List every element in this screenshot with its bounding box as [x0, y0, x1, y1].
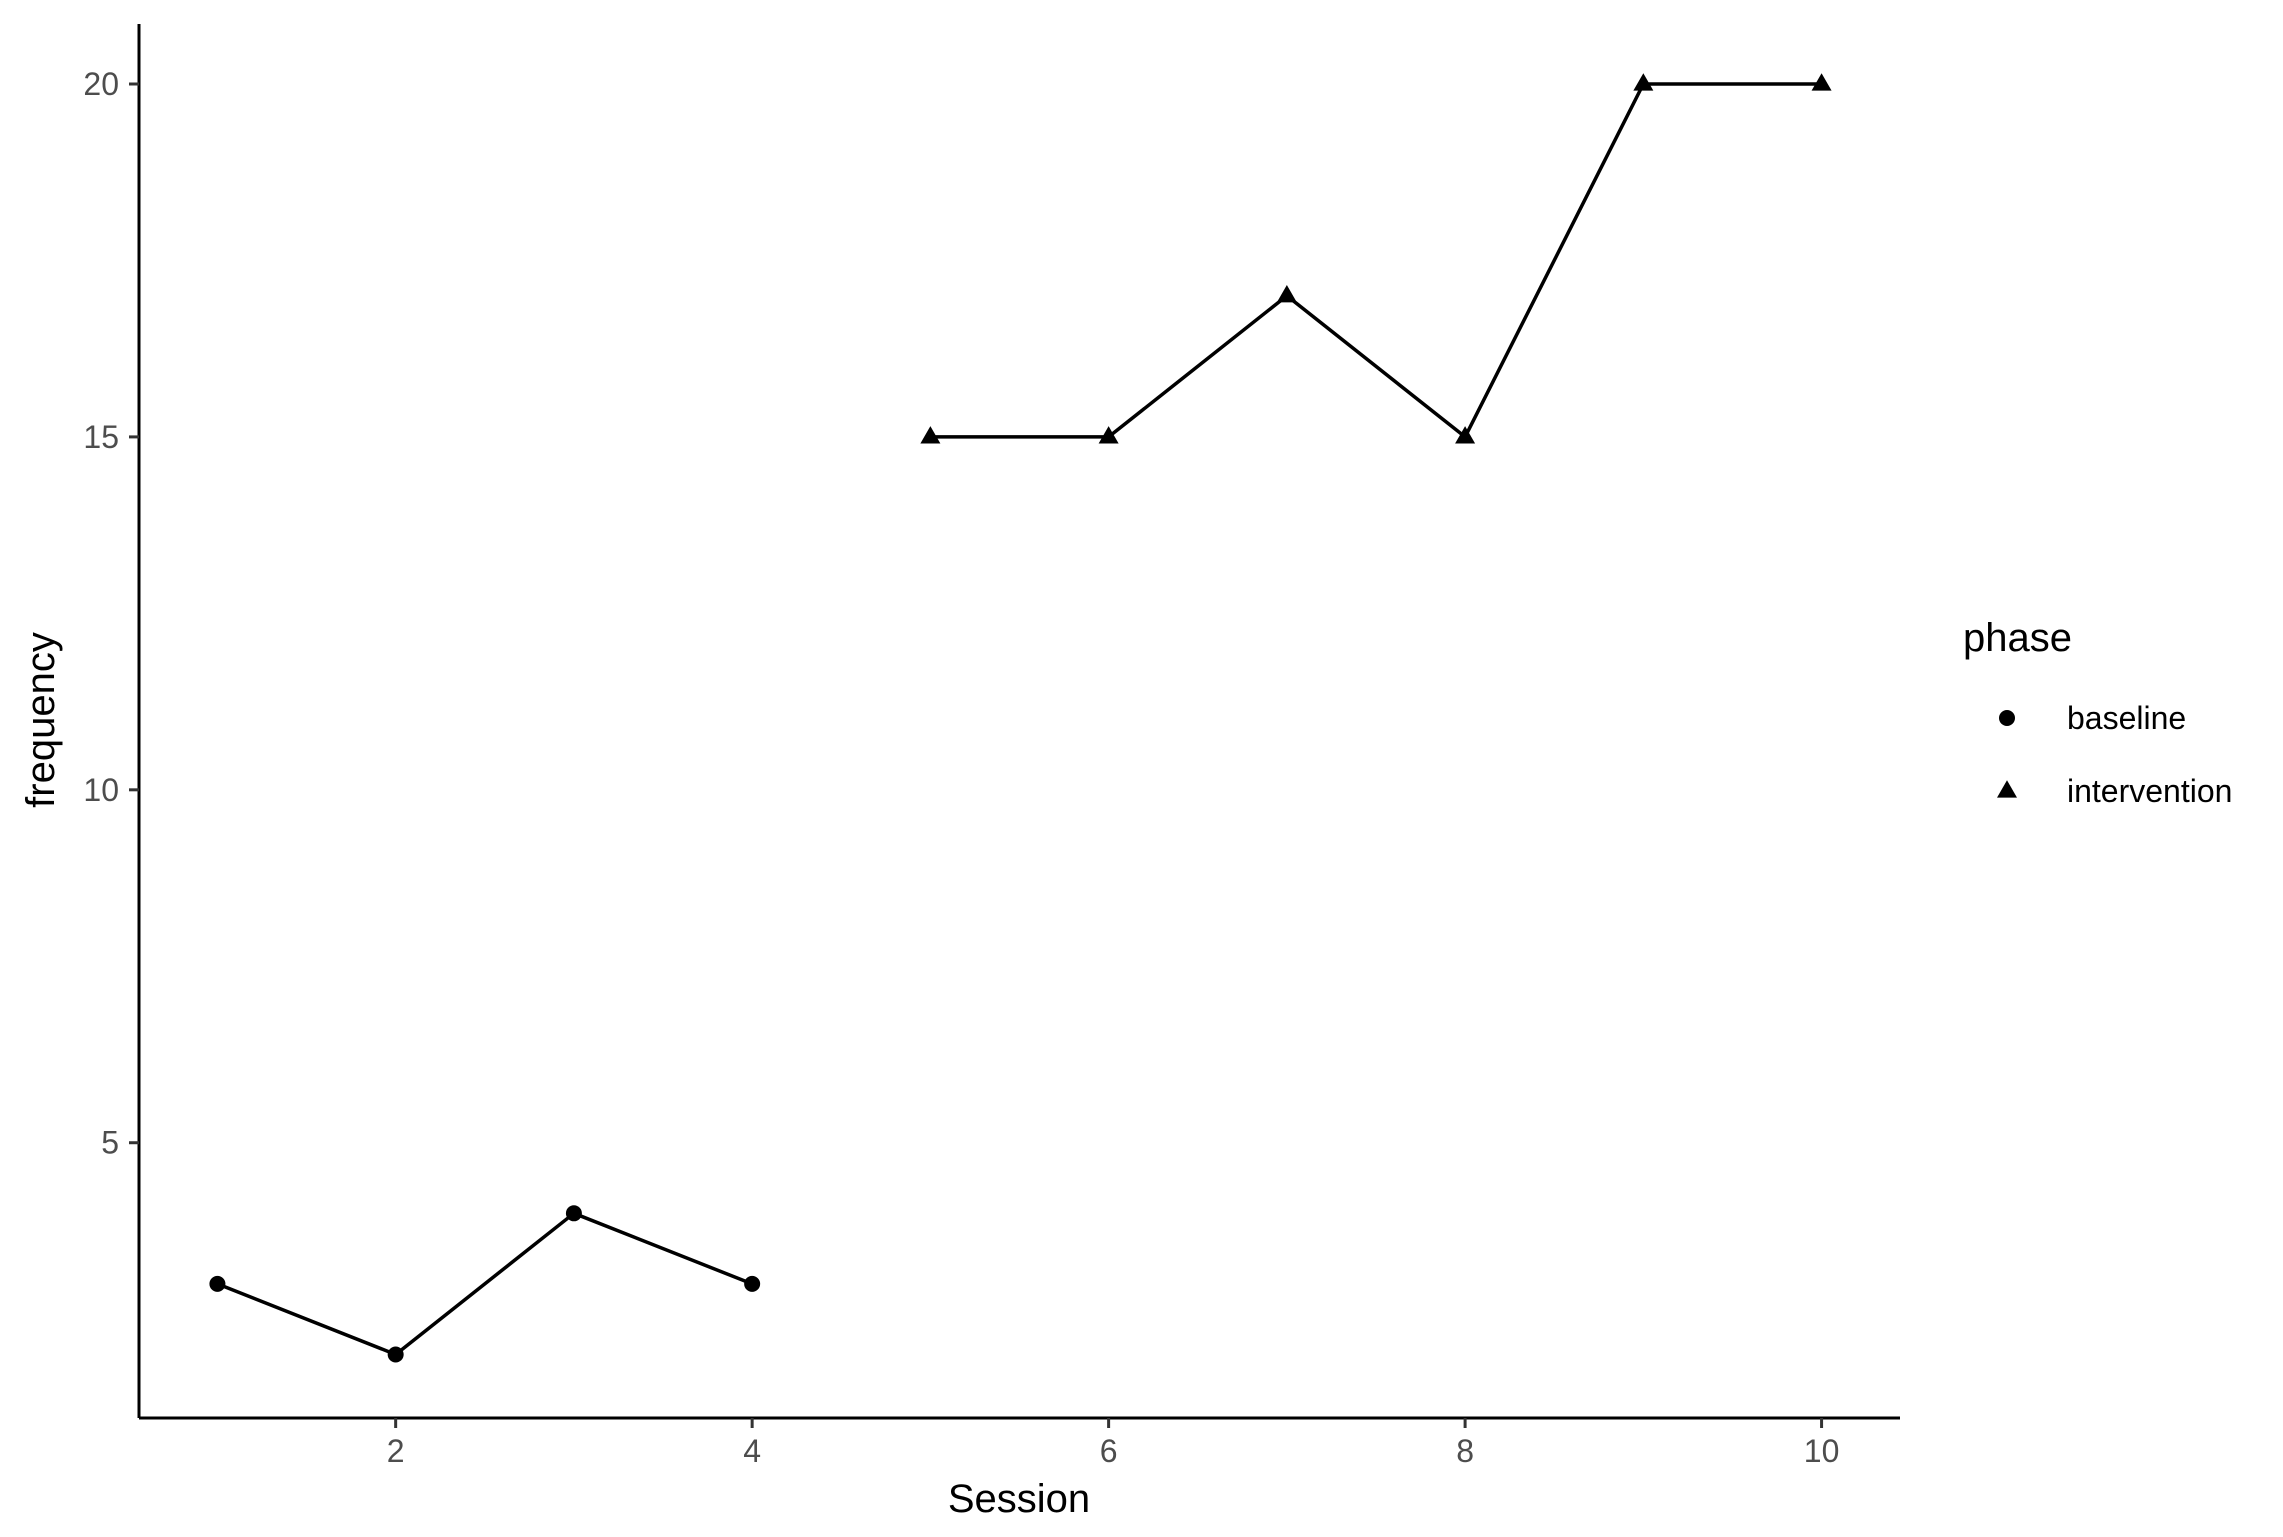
legend-key-triangle — [1997, 780, 2017, 798]
data-point-intervention — [1633, 73, 1654, 91]
legend-label: baseline — [2067, 700, 2186, 736]
legend-entry-baseline: baseline — [1999, 700, 2186, 736]
data-point-baseline — [744, 1275, 761, 1292]
series-baseline — [209, 1205, 761, 1363]
legend: phase baseline intervention — [1963, 616, 2232, 809]
x-tick-label: 8 — [1456, 1433, 1474, 1469]
data-point-intervention — [1276, 285, 1297, 303]
y-tick-label: 5 — [101, 1125, 119, 1161]
x-tick-label: 4 — [743, 1433, 761, 1469]
series-line-baseline — [216, 1211, 753, 1357]
legend-key-circle — [1999, 710, 2015, 726]
data-point-baseline — [209, 1275, 226, 1292]
x-tick-label: 6 — [1100, 1433, 1118, 1469]
y-axis-title: frequency — [19, 632, 63, 808]
data-point-baseline — [565, 1205, 582, 1222]
data-point-intervention — [1811, 73, 1832, 91]
y-tick-label: 10 — [83, 772, 119, 808]
legend-label: intervention — [2067, 773, 2232, 809]
x-tick-label: 10 — [1804, 1433, 1840, 1469]
data-point-intervention — [1098, 426, 1119, 444]
legend-entry-intervention: intervention — [1997, 773, 2232, 809]
series-intervention — [920, 73, 1832, 444]
legend-title: phase — [1963, 616, 2072, 660]
x-axis-ticks: 2 4 6 8 10 — [387, 1418, 1840, 1469]
plot-area — [209, 73, 1832, 1363]
data-point-intervention — [920, 426, 941, 444]
series-line-intervention — [930, 82, 1822, 439]
y-tick-label: 15 — [83, 419, 119, 455]
data-point-intervention — [1455, 426, 1476, 444]
x-axis-title: Session — [948, 1477, 1090, 1521]
x-tick-label: 2 — [387, 1433, 405, 1469]
legend-entries: baseline intervention — [1997, 700, 2232, 809]
data-point-baseline — [387, 1346, 404, 1363]
y-tick-label: 20 — [83, 66, 119, 102]
y-axis-ticks: 5 10 15 20 — [83, 66, 139, 1161]
